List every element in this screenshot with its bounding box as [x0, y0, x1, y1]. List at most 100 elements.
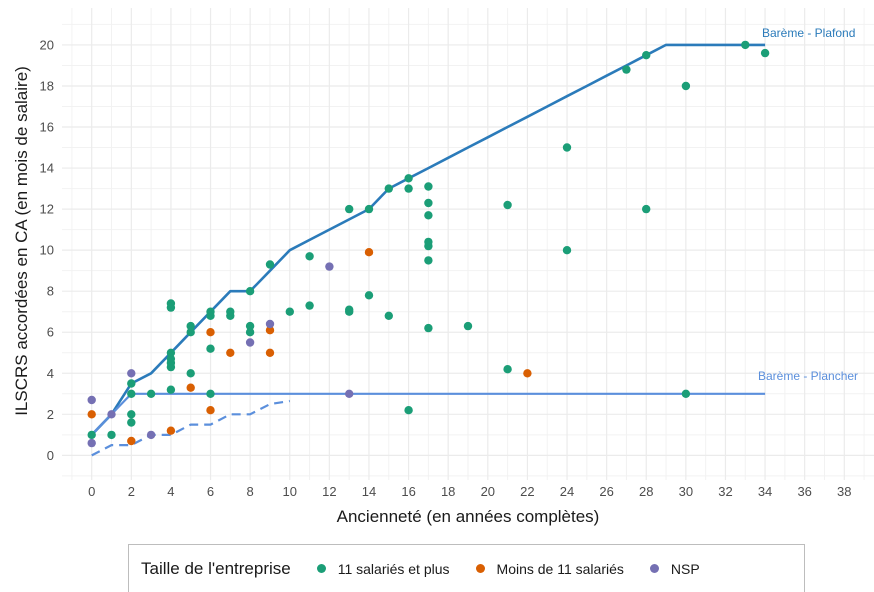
- x-tick-label: 32: [718, 484, 732, 499]
- point-nsp: [325, 262, 334, 271]
- point-11-plus: [424, 211, 433, 220]
- grid: [62, 8, 874, 480]
- point-11-plus: [562, 143, 572, 152]
- point-moins-11: [166, 426, 176, 435]
- point-11-plus: [681, 81, 691, 91]
- point-11-plus: [622, 65, 631, 74]
- point-11-plus: [265, 260, 275, 269]
- y-tick-label: 2: [47, 407, 54, 422]
- point-11-plus: [404, 174, 413, 183]
- point-11-plus: [305, 252, 314, 261]
- point-11-plus: [424, 182, 433, 191]
- label-plafond: Barème - Plafond: [762, 26, 855, 40]
- point-11-plus: [127, 418, 136, 427]
- y-tick-label: 4: [47, 366, 54, 381]
- point-11-plus: [206, 344, 215, 353]
- x-tick-label: 20: [481, 484, 495, 499]
- point-11-plus: [424, 198, 433, 208]
- point-moins-11: [265, 326, 275, 335]
- y-axis-title: ILSCRS accordées en CA (en mois de salai…: [12, 66, 31, 416]
- x-tick-label: 6: [207, 484, 214, 499]
- point-nsp: [107, 410, 116, 419]
- point-11-plus: [364, 204, 374, 214]
- x-tick-label: 4: [167, 484, 174, 499]
- point-11-plus: [87, 430, 96, 440]
- point-nsp: [127, 369, 136, 378]
- point-nsp: [345, 389, 354, 398]
- point-11-plus: [226, 307, 235, 316]
- point-moins-11: [127, 436, 136, 446]
- y-tick-label: 14: [40, 161, 54, 176]
- point-11-plus: [760, 48, 770, 58]
- x-tick-label: 34: [758, 484, 772, 499]
- point-moins-11: [206, 406, 215, 415]
- x-tick-label: 22: [520, 484, 534, 499]
- point-11-plus: [186, 369, 195, 378]
- point-11-plus: [245, 328, 255, 337]
- point-11-plus: [424, 256, 433, 265]
- x-tick-label: 18: [441, 484, 455, 499]
- point-11-plus: [404, 406, 413, 415]
- point-11-plus: [127, 379, 136, 388]
- point-nsp: [87, 438, 96, 448]
- point-moins-11: [265, 348, 275, 357]
- data-points: [87, 40, 770, 448]
- x-tick-label: 12: [322, 484, 336, 499]
- line-dashed: [91, 399, 290, 457]
- point-11-plus: [127, 410, 136, 419]
- y-tick-label: 16: [40, 120, 54, 135]
- x-tick-label: 38: [837, 484, 851, 499]
- point-11-plus: [681, 389, 691, 398]
- point-11-plus: [642, 204, 651, 214]
- point-moins-11: [206, 328, 215, 337]
- x-tick-label: 8: [247, 484, 254, 499]
- point-11-plus: [424, 323, 433, 333]
- tick-labels: 0 2 4 6 8 10 12 14 16 18 20 22 24 26 28 30 32 34 36 3802468…: [40, 37, 852, 499]
- y-tick-label: 20: [40, 37, 54, 52]
- point-11-plus: [741, 40, 750, 50]
- point-11-plus: [285, 307, 294, 316]
- y-tick-label: 6: [47, 325, 54, 340]
- x-tick-label: 0: [88, 484, 95, 499]
- x-tick-label: 26: [599, 484, 613, 499]
- y-tick-label: 18: [40, 78, 54, 93]
- point-moins-11: [87, 410, 96, 419]
- point-moins-11: [523, 369, 532, 378]
- point-moins-11: [226, 348, 235, 357]
- x-tick-label: 2: [128, 484, 135, 499]
- point-11-plus: [107, 430, 116, 440]
- legend-dot-nsp: [649, 564, 659, 573]
- point-11-plus: [463, 321, 473, 331]
- x-tick-label: 10: [283, 484, 297, 499]
- point-moins-11: [186, 383, 195, 392]
- point-moins-11: [364, 248, 374, 257]
- point-11-plus: [345, 204, 354, 214]
- point-11-plus: [404, 184, 413, 193]
- point-11-plus: [345, 305, 354, 314]
- point-11-plus: [245, 321, 255, 331]
- point-11-plus: [186, 321, 195, 331]
- point-11-plus: [642, 51, 651, 60]
- x-tick-label: 36: [797, 484, 811, 499]
- label-plancher: Barème - Plancher: [758, 369, 858, 383]
- y-tick-label: 0: [47, 448, 54, 463]
- point-nsp: [245, 338, 255, 347]
- point-11-plus: [146, 389, 156, 398]
- point-11-plus: [384, 184, 393, 193]
- point-11-plus: [206, 307, 215, 316]
- point-11-plus: [166, 385, 176, 394]
- point-11-plus: [166, 348, 176, 357]
- point-11-plus: [166, 299, 176, 308]
- x-axis-title: Ancienneté (en années complètes): [337, 507, 600, 526]
- point-11-plus: [186, 328, 195, 337]
- legend: Taille de l'entreprise 11 salariés et pl…: [128, 544, 805, 592]
- x-tick-label: 16: [401, 484, 415, 499]
- point-11-plus: [364, 291, 374, 300]
- reference-lines: [90, 43, 766, 457]
- point-11-plus: [127, 389, 136, 398]
- x-tick-label: 30: [679, 484, 693, 499]
- point-11-plus: [503, 365, 512, 374]
- legend-item-moins-11: Moins de 11 salariés: [475, 561, 624, 577]
- point-nsp: [265, 319, 275, 329]
